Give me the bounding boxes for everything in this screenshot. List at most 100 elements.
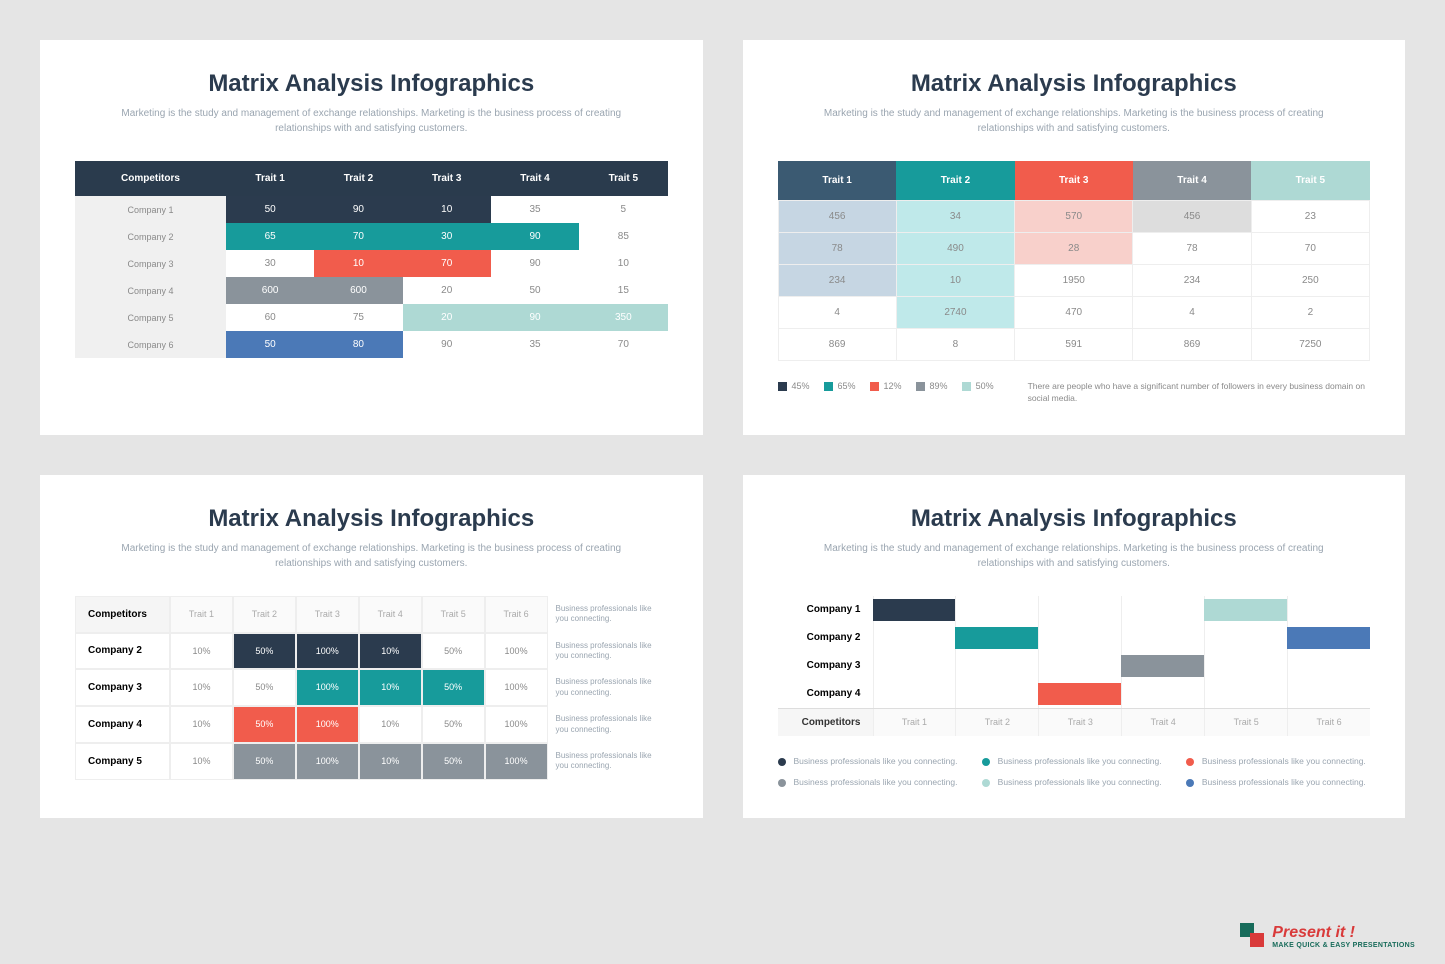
table-cell: 90 bbox=[403, 331, 491, 358]
gantt-header-label: Competitors bbox=[778, 709, 873, 736]
legend-item: 45% bbox=[778, 381, 810, 391]
table-cell: 50% bbox=[422, 706, 485, 743]
table-cell: 50 bbox=[226, 196, 314, 223]
gantt-bar bbox=[873, 599, 956, 621]
table-cell: 30 bbox=[403, 223, 491, 250]
table-cell: 10 bbox=[579, 250, 667, 277]
table-cell: 10% bbox=[170, 633, 233, 670]
row-note: Business professionals like you connecti… bbox=[548, 706, 668, 743]
table-cell: 10 bbox=[403, 196, 491, 223]
legend-dot bbox=[778, 758, 786, 766]
table-header: Trait 1 bbox=[778, 161, 896, 201]
slide-1: Matrix Analysis Infographics Marketing i… bbox=[40, 40, 703, 435]
col-header: Trait 5 bbox=[422, 596, 485, 633]
table-cell: 90 bbox=[491, 223, 579, 250]
gantt-row-label: Company 2 bbox=[778, 632, 873, 643]
slide-subtitle: Marketing is the study and management of… bbox=[75, 106, 668, 136]
table-cell: 50% bbox=[422, 669, 485, 706]
row-label: Company 5 bbox=[75, 743, 170, 780]
matrix-table-1: CompetitorsTrait 1Trait 2Trait 3Trait 4T… bbox=[75, 161, 668, 358]
table-cell: 70 bbox=[314, 223, 402, 250]
table-cell: 50% bbox=[233, 743, 296, 780]
table-cell: 456 bbox=[1133, 201, 1251, 233]
table-cell: 100% bbox=[296, 669, 359, 706]
row-note: Business professionals like you connecti… bbox=[548, 669, 668, 706]
table-cell: 10% bbox=[170, 743, 233, 780]
legend-swatch bbox=[824, 382, 833, 391]
legend-text: Business professionals like you connecti… bbox=[998, 777, 1162, 788]
gantt-bar bbox=[1038, 683, 1121, 705]
legend-item: Business professionals like you connecti… bbox=[778, 777, 962, 788]
slide-subtitle: Marketing is the study and management of… bbox=[75, 541, 668, 571]
table-cell: 23 bbox=[1251, 201, 1369, 233]
table-cell: 34 bbox=[896, 201, 1014, 233]
legend-label: 12% bbox=[884, 381, 902, 391]
row-header: Competitors bbox=[75, 596, 170, 633]
table-cell: 10% bbox=[359, 633, 422, 670]
legend-note: There are people who have a significant … bbox=[1008, 381, 1370, 405]
legend-dot bbox=[982, 758, 990, 766]
table-cell: 100% bbox=[485, 743, 548, 780]
gantt-track bbox=[873, 624, 1371, 652]
row-label: Company 4 bbox=[75, 706, 170, 743]
gantt-row-label: Company 3 bbox=[778, 660, 873, 671]
legend-item: Business professionals like you connecti… bbox=[1186, 777, 1370, 788]
table-cell: 50% bbox=[233, 706, 296, 743]
table-cell: 70 bbox=[403, 250, 491, 277]
table-cell: 250 bbox=[1251, 265, 1369, 297]
gantt-track bbox=[873, 652, 1371, 680]
table-cell: 10 bbox=[896, 265, 1014, 297]
table-cell: 100% bbox=[296, 706, 359, 743]
table-cell: 65 bbox=[226, 223, 314, 250]
legend-text: Business professionals like you connecti… bbox=[1202, 756, 1366, 767]
legend-swatch bbox=[962, 382, 971, 391]
table-cell: 15 bbox=[579, 277, 667, 304]
legend-text: Business professionals like you connecti… bbox=[1202, 777, 1366, 788]
slide-title: Matrix Analysis Infographics bbox=[778, 70, 1371, 98]
gantt-bar bbox=[1287, 627, 1370, 649]
row-label: Company 3 bbox=[75, 250, 226, 277]
slide-title: Matrix Analysis Infographics bbox=[778, 505, 1371, 533]
legend-item: 89% bbox=[916, 381, 948, 391]
legend-item: Business professionals like you connecti… bbox=[778, 756, 962, 767]
row-label: Company 2 bbox=[75, 633, 170, 670]
table-header: Trait 3 bbox=[1015, 161, 1133, 201]
gantt-bar bbox=[955, 627, 1038, 649]
table-cell: 20 bbox=[403, 277, 491, 304]
table-header: Trait 2 bbox=[896, 161, 1014, 201]
legend-swatch bbox=[916, 382, 925, 391]
gantt-col-header: Trait 4 bbox=[1121, 709, 1204, 736]
legend-dot bbox=[778, 779, 786, 787]
brand-logo-block: Present it ! MAKE QUICK & EASY PRESENTAT… bbox=[1240, 923, 1415, 949]
table-cell: 50% bbox=[233, 669, 296, 706]
slide-2: Matrix Analysis Infographics Marketing i… bbox=[743, 40, 1406, 435]
row-label: Company 3 bbox=[75, 669, 170, 706]
table-cell: 78 bbox=[1133, 233, 1251, 265]
table-cell: 35 bbox=[491, 196, 579, 223]
slide-3: Matrix Analysis Infographics Marketing i… bbox=[40, 475, 703, 818]
legend-label: 50% bbox=[976, 381, 994, 391]
row-note: Business professionals like you connecti… bbox=[548, 596, 668, 633]
table-header: Trait 4 bbox=[491, 161, 579, 196]
table-cell: 10% bbox=[359, 669, 422, 706]
table-cell: 10% bbox=[359, 743, 422, 780]
table-cell: 10% bbox=[170, 706, 233, 743]
slide-title: Matrix Analysis Infographics bbox=[75, 70, 668, 98]
table-cell: 28 bbox=[1015, 233, 1133, 265]
legend-swatch bbox=[778, 382, 787, 391]
slide-subtitle: Marketing is the study and management of… bbox=[778, 106, 1371, 136]
table-cell: 490 bbox=[896, 233, 1014, 265]
slides-grid: Matrix Analysis Infographics Marketing i… bbox=[40, 40, 1405, 818]
table-cell: 4 bbox=[1133, 297, 1251, 329]
table-cell: 60 bbox=[226, 304, 314, 331]
legend-item: Business professionals like you connecti… bbox=[982, 777, 1166, 788]
table-cell: 90 bbox=[314, 196, 402, 223]
legend-item: 65% bbox=[824, 381, 856, 391]
table-header: Trait 3 bbox=[403, 161, 491, 196]
table-cell: 100% bbox=[296, 633, 359, 670]
table-cell: 1950 bbox=[1015, 265, 1133, 297]
legend-2: 45% 65% 12% 89% 50% There are people who have… bbox=[778, 381, 1371, 405]
legend-dot bbox=[1186, 758, 1194, 766]
legend-item: 50% bbox=[962, 381, 994, 391]
table-cell: 30 bbox=[226, 250, 314, 277]
